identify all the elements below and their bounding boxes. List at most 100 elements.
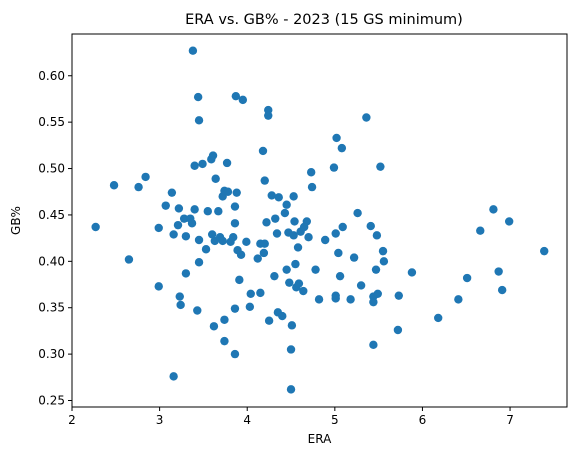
y-tick-label: 0.40	[38, 254, 65, 268]
data-point	[337, 143, 347, 153]
data-point	[209, 322, 219, 331]
data-point	[407, 268, 417, 277]
data-point	[187, 219, 197, 228]
data-point	[181, 232, 191, 241]
x-tick-label: 7	[506, 413, 514, 427]
data-point	[320, 235, 330, 245]
data-point	[193, 92, 203, 102]
data-point	[141, 172, 150, 182]
data-point	[203, 207, 212, 216]
data-point	[286, 385, 296, 394]
y-tick-label: 0.45	[38, 208, 65, 222]
data-point	[289, 192, 298, 201]
data-point	[231, 91, 241, 101]
data-point	[289, 231, 298, 240]
data-point	[154, 282, 163, 291]
data-point	[304, 233, 313, 242]
data-point	[259, 248, 269, 258]
data-point	[253, 254, 262, 263]
data-point	[346, 295, 355, 304]
data-point	[291, 259, 300, 269]
data-point	[329, 163, 339, 172]
data-point	[267, 191, 276, 200]
data-point	[174, 204, 184, 213]
data-point	[264, 111, 273, 120]
data-point	[376, 162, 385, 171]
data-point	[371, 265, 381, 274]
data-point	[311, 265, 320, 274]
data-point	[378, 246, 388, 256]
data-point	[373, 289, 382, 298]
data-point	[179, 214, 189, 223]
data-point	[161, 201, 170, 210]
data-point	[274, 193, 283, 202]
data-point	[331, 294, 340, 303]
data-point	[245, 302, 255, 311]
plot-frame	[71, 33, 568, 408]
data-point	[235, 275, 244, 285]
y-tick-label: 0.25	[38, 394, 65, 408]
data-point	[188, 46, 198, 55]
data-point	[366, 221, 375, 231]
data-point	[271, 214, 280, 223]
data-point	[230, 219, 240, 228]
data-point	[220, 315, 229, 324]
data-point	[264, 316, 274, 325]
data-point	[504, 217, 514, 226]
data-point	[353, 208, 362, 218]
data-point	[369, 340, 378, 350]
data-point	[222, 158, 232, 168]
data-point	[190, 161, 199, 170]
data-point	[169, 372, 178, 381]
data-point	[454, 295, 463, 304]
data-point	[462, 273, 472, 283]
data-point	[173, 220, 183, 230]
y-tick-label: 0.55	[38, 115, 65, 129]
data-point	[167, 188, 177, 197]
data-point	[154, 223, 163, 233]
data-point	[307, 182, 317, 192]
data-point	[394, 291, 403, 300]
x-tick-label: 6	[419, 413, 427, 427]
data-point	[494, 267, 503, 276]
data-point	[314, 295, 324, 304]
data-point	[379, 257, 389, 266]
data-point	[230, 304, 240, 313]
data-point	[286, 345, 296, 354]
data-point	[193, 306, 202, 315]
data-point	[109, 181, 119, 190]
x-tick-label: 4	[243, 413, 251, 427]
data-point	[214, 207, 223, 216]
data-point	[230, 202, 240, 211]
data-point	[302, 217, 311, 226]
x-tick-label: 2	[68, 413, 76, 427]
data-point	[238, 95, 248, 105]
data-point	[282, 200, 291, 209]
data-point	[332, 133, 341, 143]
data-point	[181, 269, 191, 278]
data-point	[256, 288, 265, 298]
y-tick-label: 0.50	[38, 162, 65, 176]
data-point	[229, 233, 238, 242]
data-point	[335, 271, 345, 281]
data-point	[334, 248, 343, 258]
data-point	[124, 255, 134, 264]
data-point	[194, 116, 204, 125]
data-point	[372, 231, 382, 240]
data-point	[194, 258, 204, 267]
y-axis-ticks: 0.25 0.30 0.35 0.40 0.45 0.50 0.55 0.60	[38, 69, 72, 408]
x-axis-label: ERA	[308, 432, 332, 446]
data-point	[201, 245, 211, 254]
data-point	[272, 229, 282, 238]
data-point	[349, 253, 359, 262]
data-point	[287, 321, 297, 330]
data-point	[218, 236, 227, 246]
data-point	[282, 265, 291, 274]
data-point	[262, 218, 271, 227]
data-point	[260, 176, 269, 185]
data-point	[211, 174, 220, 183]
data-point	[280, 208, 290, 218]
data-point	[207, 230, 217, 239]
data-point	[356, 281, 366, 290]
data-point	[246, 289, 255, 298]
